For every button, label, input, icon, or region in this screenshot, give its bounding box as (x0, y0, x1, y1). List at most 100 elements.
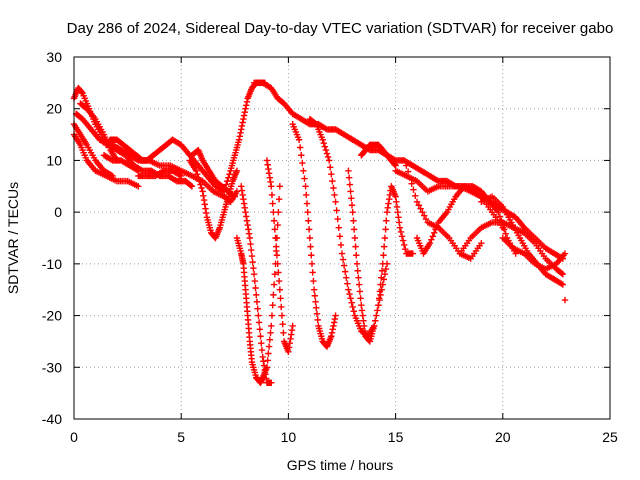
data-point-marker (385, 200, 392, 207)
data-point-marker (238, 187, 246, 194)
data-point-marker (409, 250, 416, 257)
series-arc-t (358, 141, 399, 169)
series-arc-p (263, 157, 296, 355)
data-point-marker (313, 310, 321, 318)
data-point-marker (380, 243, 388, 250)
data-point-marker (265, 165, 272, 173)
data-point-marker (360, 322, 368, 330)
data-point-marker (277, 295, 284, 302)
data-point-marker (280, 329, 287, 337)
data-point-marker (378, 267, 386, 274)
data-point-marker (270, 217, 278, 224)
data-point-marker (243, 213, 250, 220)
data-point-marker (350, 226, 358, 233)
data-point-marker (135, 183, 142, 190)
x-tick-label: 0 (70, 429, 78, 445)
data-point-marker (304, 208, 311, 216)
x-tick-label: 10 (281, 429, 297, 445)
data-point-marker (309, 269, 316, 276)
data-point-marker (278, 303, 285, 311)
data-point-marker (265, 350, 272, 357)
y-tick-label: 20 (46, 101, 62, 117)
data-point-marker (78, 89, 86, 96)
data-point-marker (258, 346, 266, 354)
data-point-marker (256, 326, 264, 333)
data-point-marker (276, 183, 284, 190)
data-point-marker (433, 177, 441, 184)
data-point-marker (382, 265, 390, 273)
data-point-marker (312, 120, 319, 127)
data-point-marker (345, 174, 353, 181)
data-point-marker (245, 230, 253, 237)
data-point-marker (299, 159, 306, 167)
data-point-marker (243, 102, 250, 109)
data-point-marker (558, 280, 565, 287)
data-point-marker (381, 271, 389, 278)
data-point-marker (200, 192, 207, 199)
data-point-marker (251, 277, 259, 285)
series-arc-f (100, 152, 142, 174)
data-point-marker (355, 274, 362, 281)
data-point-marker (400, 241, 408, 249)
chart-title: Day 286 of 2024, Sidereal Day-to-day VTE… (67, 20, 614, 37)
plot-frame (73, 56, 611, 420)
data-point-marker (419, 208, 426, 216)
data-point-marker (257, 333, 264, 340)
data-point-marker (201, 201, 208, 208)
data-point-marker (303, 200, 311, 207)
data-point-marker (233, 188, 241, 195)
data-point-marker (266, 336, 274, 343)
data-point-marker (265, 170, 273, 177)
data-point-marker (343, 274, 350, 281)
data-point-marker (384, 204, 391, 212)
data-point-marker (193, 167, 200, 174)
data-point-marker (270, 281, 278, 288)
data-point-marker (561, 250, 569, 257)
data-point-marker (220, 188, 228, 195)
data-point-marker (196, 177, 203, 185)
data-point-marker (159, 168, 166, 175)
data-point-marker (296, 144, 304, 151)
data-point-marker (271, 226, 279, 233)
data-point-marker (348, 195, 355, 202)
data-point-marker (248, 252, 256, 260)
data-point-marker (353, 260, 361, 268)
data-point-marker (345, 286, 352, 293)
data-marks (70, 79, 569, 386)
data-point-marker (244, 221, 251, 229)
data-point-marker (271, 271, 279, 278)
data-point-marker (285, 348, 292, 355)
data-point-marker (226, 171, 233, 178)
data-point-marker (429, 233, 436, 240)
data-point-marker (240, 112, 248, 119)
data-point-marker (397, 228, 405, 236)
data-point-marker (275, 277, 283, 285)
data-point-marker (267, 178, 274, 186)
data-point-marker (253, 298, 261, 305)
data-point-marker (306, 234, 314, 242)
data-point-marker (347, 295, 354, 302)
data-point-marker (197, 181, 204, 188)
x-tick-label: 25 (602, 429, 618, 445)
data-point-marker (301, 175, 308, 182)
data-point-marker (327, 164, 334, 171)
data-point-marker (243, 217, 251, 224)
data-point-marker (559, 271, 567, 278)
data-point-marker (393, 203, 401, 211)
data-point-marker (350, 217, 357, 224)
data-point-marker (355, 281, 363, 288)
data-point-marker (255, 312, 262, 319)
data-point-marker (558, 270, 565, 277)
data-point-marker (202, 205, 209, 212)
data-point-marker (406, 174, 414, 181)
series-arc-m (233, 183, 284, 386)
data-point-marker (428, 236, 435, 243)
data-point-marker (501, 226, 508, 233)
y-axis-label: SDTVAR / TECUs (5, 182, 21, 294)
data-point-marker (403, 162, 410, 169)
data-point-marker (373, 312, 380, 319)
data-point-marker (233, 167, 241, 174)
data-point-marker (360, 317, 367, 324)
y-tick-label: 0 (54, 204, 62, 220)
data-point-marker (420, 212, 428, 219)
